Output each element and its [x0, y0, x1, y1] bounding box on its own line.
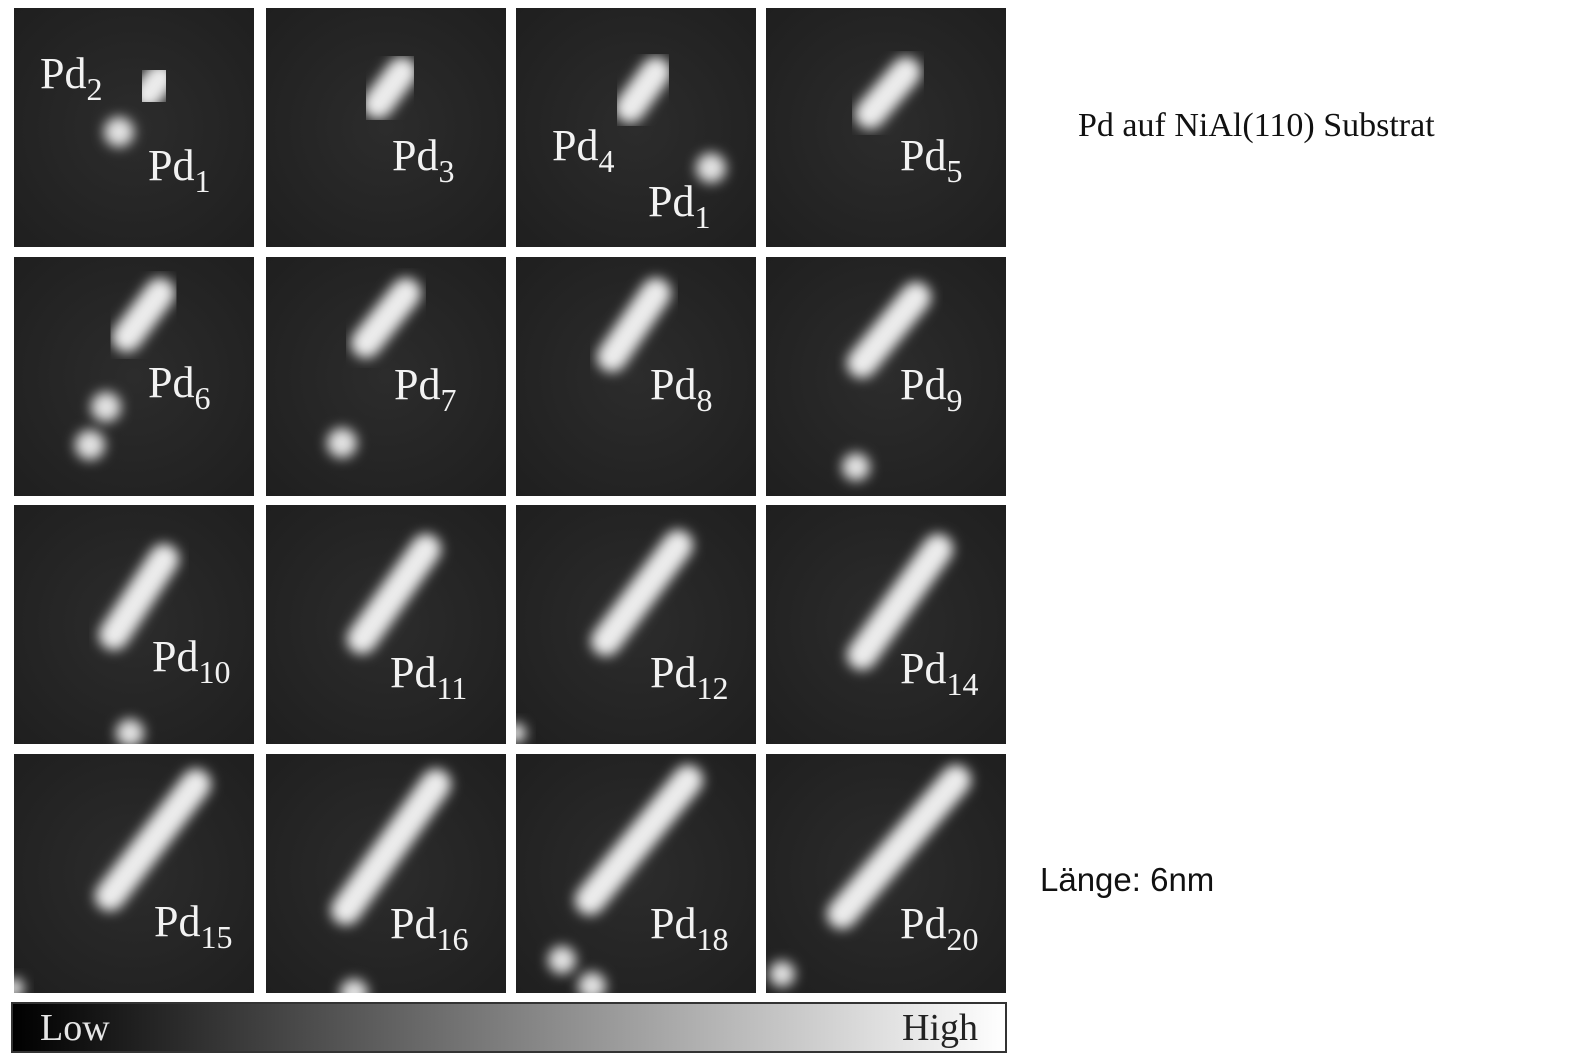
- panel-image: [516, 257, 756, 496]
- panel-image: [14, 8, 254, 247]
- label-base: Pd: [552, 121, 598, 170]
- stm-panel: Pd11: [266, 505, 506, 744]
- label-subscript: 11: [436, 670, 467, 706]
- label-subscript: 2: [86, 71, 102, 107]
- label-base: Pd: [650, 899, 696, 948]
- label-subscript: 1: [194, 163, 210, 199]
- label-base: Pd: [900, 360, 946, 409]
- stm-panel: Pd16: [266, 754, 506, 1007]
- panel-image: [766, 8, 1006, 247]
- pd-chain: [630, 72, 656, 108]
- pd-atom: [4, 978, 24, 998]
- panel-image: [266, 505, 506, 744]
- colorbar-low: Low: [40, 1007, 110, 1049]
- label-subscript: 15: [200, 919, 232, 955]
- stm-panel: Pd9: [766, 257, 1006, 496]
- stm-panel: Pd15: [4, 754, 254, 998]
- panel-image: [766, 505, 1006, 744]
- pd-atom: [75, 430, 105, 460]
- label-subscript: 6: [194, 380, 210, 416]
- stm-panel: Pd6: [14, 257, 254, 496]
- panel-background: [266, 257, 506, 496]
- label-subscript: 20: [946, 921, 978, 957]
- pd-chain: [378, 72, 402, 104]
- pd-atom: [116, 719, 144, 747]
- panel-image: [766, 754, 1006, 993]
- label-subscript: 5: [946, 153, 962, 189]
- label-subscript: 16: [436, 921, 468, 957]
- label-base: Pd: [648, 177, 694, 226]
- pd-chain: [148, 78, 160, 94]
- stm-panel: Pd12: [506, 505, 756, 744]
- label-subscript: 14: [946, 666, 978, 702]
- pd-atom: [506, 723, 526, 743]
- label-base: Pd: [650, 360, 696, 409]
- panel-image: [14, 505, 254, 747]
- panel-background: [766, 8, 1006, 247]
- label-subscript: 4: [598, 143, 614, 179]
- stm-panel: Pd3: [266, 8, 506, 247]
- pd-atom: [327, 428, 357, 458]
- panel-image: [516, 754, 756, 1000]
- pd-atom: [842, 453, 870, 481]
- pd-atom: [769, 961, 795, 987]
- label-subscript: 9: [946, 382, 962, 418]
- label-base: Pd: [650, 648, 696, 697]
- label-base: Pd: [154, 897, 200, 946]
- label-subscript: 3: [438, 153, 454, 189]
- label-base: Pd: [152, 632, 198, 681]
- stm-panel: Pd7: [266, 257, 506, 496]
- panel-image: [266, 8, 506, 247]
- label-base: Pd: [148, 358, 194, 407]
- panel-background: [14, 8, 254, 247]
- panel-background: [14, 257, 254, 496]
- pd-atom: [696, 153, 726, 183]
- slide: Pd2Pd1Pd3Pd4Pd1Pd5Pd6Pd7Pd8Pd9Pd10Pd11Pd…: [0, 0, 1594, 1056]
- label-base: Pd: [900, 644, 946, 693]
- panel-image: [266, 754, 506, 1007]
- colorbar: [12, 1003, 1006, 1052]
- stm-panel: Pd18: [516, 754, 756, 1000]
- label-base: Pd: [392, 131, 438, 180]
- stm-panel: Pd8: [516, 257, 756, 496]
- caption-title: Pd auf NiAl(110) Substrat: [1078, 107, 1435, 144]
- panel-background: [766, 257, 1006, 496]
- label-base: Pd: [390, 648, 436, 697]
- panel-image: [14, 257, 254, 496]
- panel-image: [766, 257, 1006, 496]
- panel-image: [4, 754, 254, 998]
- stm-panel: Pd10: [14, 505, 254, 747]
- label-subscript: 7: [440, 382, 456, 418]
- label-base: Pd: [40, 49, 86, 98]
- page: Pd2Pd1Pd3Pd4Pd1Pd5Pd6Pd7Pd8Pd9Pd10Pd11Pd…: [0, 0, 1594, 1056]
- pd-atom: [548, 946, 576, 974]
- label-subscript: 8: [696, 382, 712, 418]
- label-subscript: 18: [696, 921, 728, 957]
- pd-atom: [91, 392, 121, 422]
- pd-atom: [104, 117, 134, 147]
- label-base: Pd: [390, 899, 436, 948]
- caption-length: Länge: 6nm: [1040, 861, 1214, 898]
- label-subscript: 1: [694, 199, 710, 235]
- panel-image: [266, 257, 506, 496]
- label-base: Pd: [900, 131, 946, 180]
- label-subscript: 10: [198, 654, 230, 690]
- panel-background: [266, 8, 506, 247]
- stm-panel: Pd5: [766, 8, 1006, 247]
- panel-background: [516, 257, 756, 496]
- pd-atom: [578, 972, 606, 1000]
- colorbar-high: High: [902, 1007, 978, 1049]
- label-base: Pd: [394, 360, 440, 409]
- stm-panel: Pd20: [766, 754, 1006, 993]
- label-base: Pd: [148, 141, 194, 190]
- stm-panel: Pd14: [766, 505, 1006, 744]
- label-base: Pd: [900, 899, 946, 948]
- panel-image: [506, 505, 756, 744]
- label-subscript: 12: [696, 670, 728, 706]
